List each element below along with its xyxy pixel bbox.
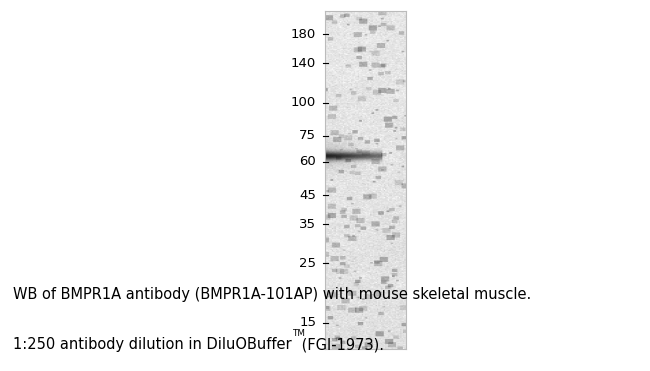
Text: 140: 140 bbox=[291, 57, 317, 70]
Text: 35: 35 bbox=[299, 218, 317, 231]
Text: 100: 100 bbox=[291, 96, 317, 109]
Text: 180: 180 bbox=[291, 28, 317, 41]
Text: 45: 45 bbox=[300, 189, 317, 202]
Text: (FGI-1973).: (FGI-1973). bbox=[297, 338, 384, 352]
Text: WB of BMPR1A antibody (BMPR1A-101AP) with mouse skeletal muscle.: WB of BMPR1A antibody (BMPR1A-101AP) wit… bbox=[13, 288, 531, 302]
Text: 75: 75 bbox=[299, 129, 317, 142]
Text: 25: 25 bbox=[299, 257, 317, 270]
Text: 60: 60 bbox=[300, 155, 317, 168]
Text: TM: TM bbox=[292, 329, 304, 338]
Text: 1:250 antibody dilution in DiluOBuffer: 1:250 antibody dilution in DiluOBuffer bbox=[13, 338, 292, 352]
Text: 15: 15 bbox=[299, 316, 317, 329]
